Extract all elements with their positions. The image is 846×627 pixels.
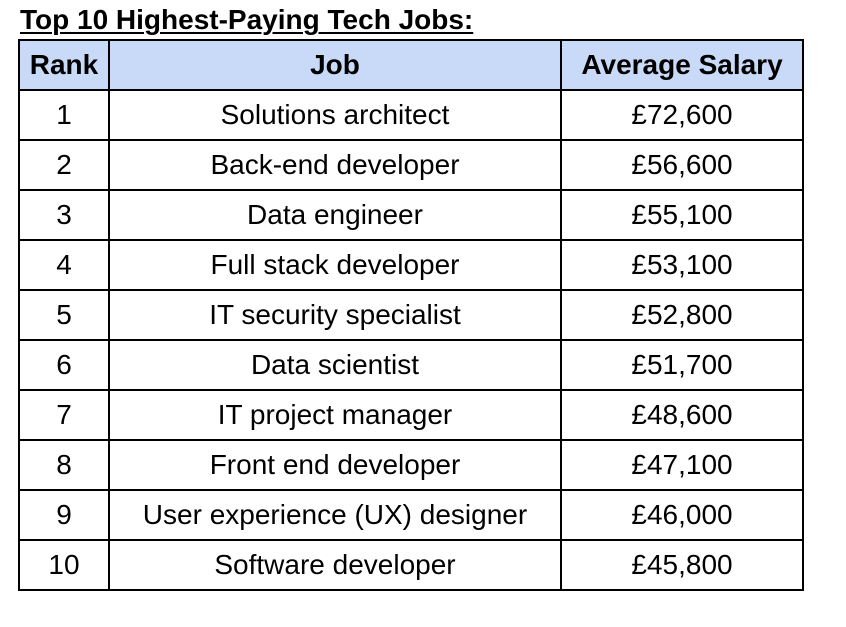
salary-cell: £72,600 bbox=[560, 89, 804, 141]
job-cell: Back-end developer bbox=[108, 139, 562, 191]
salary-cell: £53,100 bbox=[560, 239, 804, 291]
header-average-salary: Average Salary bbox=[560, 39, 804, 91]
rank-cell: 5 bbox=[18, 289, 110, 341]
job-cell: User experience (UX) designer bbox=[108, 489, 562, 541]
salary-cell: £48,600 bbox=[560, 389, 804, 441]
rank-cell: 2 bbox=[18, 139, 110, 191]
job-cell: Data scientist bbox=[108, 339, 562, 391]
job-cell: IT project manager bbox=[108, 389, 562, 441]
table-row: 4 Full stack developer £53,100 bbox=[18, 239, 804, 291]
salary-table: Rank Job Average Salary 1 Solutions arch… bbox=[18, 39, 804, 591]
rank-cell: 10 bbox=[18, 539, 110, 591]
header-job: Job bbox=[108, 39, 562, 91]
job-cell: Solutions architect bbox=[108, 89, 562, 141]
table-row: 3 Data engineer £55,100 bbox=[18, 189, 804, 241]
header-rank: Rank bbox=[18, 39, 110, 91]
rank-cell: 9 bbox=[18, 489, 110, 541]
table-row: 9 User experience (UX) designer £46,000 bbox=[18, 489, 804, 541]
salary-cell: £51,700 bbox=[560, 339, 804, 391]
table-row: 5 IT security specialist £52,800 bbox=[18, 289, 804, 341]
salary-cell: £45,800 bbox=[560, 539, 804, 591]
page-title: Top 10 Highest-Paying Tech Jobs: bbox=[20, 4, 474, 35]
table-row: 1 Solutions architect £72,600 bbox=[18, 89, 804, 141]
job-cell: Front end developer bbox=[108, 439, 562, 491]
table-row: 2 Back-end developer £56,600 bbox=[18, 139, 804, 191]
salary-cell: £56,600 bbox=[560, 139, 804, 191]
rank-cell: 3 bbox=[18, 189, 110, 241]
table-row: 10 Software developer £45,800 bbox=[18, 539, 804, 591]
job-cell: IT security specialist bbox=[108, 289, 562, 341]
job-cell: Data engineer bbox=[108, 189, 562, 241]
salary-cell: £46,000 bbox=[560, 489, 804, 541]
job-cell: Software developer bbox=[108, 539, 562, 591]
table-header-row: Rank Job Average Salary bbox=[18, 39, 804, 91]
job-cell: Full stack developer bbox=[108, 239, 562, 291]
table-row: 7 IT project manager £48,600 bbox=[18, 389, 804, 441]
salary-cell: £55,100 bbox=[560, 189, 804, 241]
rank-cell: 7 bbox=[18, 389, 110, 441]
rank-cell: 8 bbox=[18, 439, 110, 491]
rank-cell: 6 bbox=[18, 339, 110, 391]
table-row: 6 Data scientist £51,700 bbox=[18, 339, 804, 391]
salary-cell: £52,800 bbox=[560, 289, 804, 341]
table-row: 8 Front end developer £47,100 bbox=[18, 439, 804, 491]
rank-cell: 1 bbox=[18, 89, 110, 141]
salary-cell: £47,100 bbox=[560, 439, 804, 491]
rank-cell: 4 bbox=[18, 239, 110, 291]
